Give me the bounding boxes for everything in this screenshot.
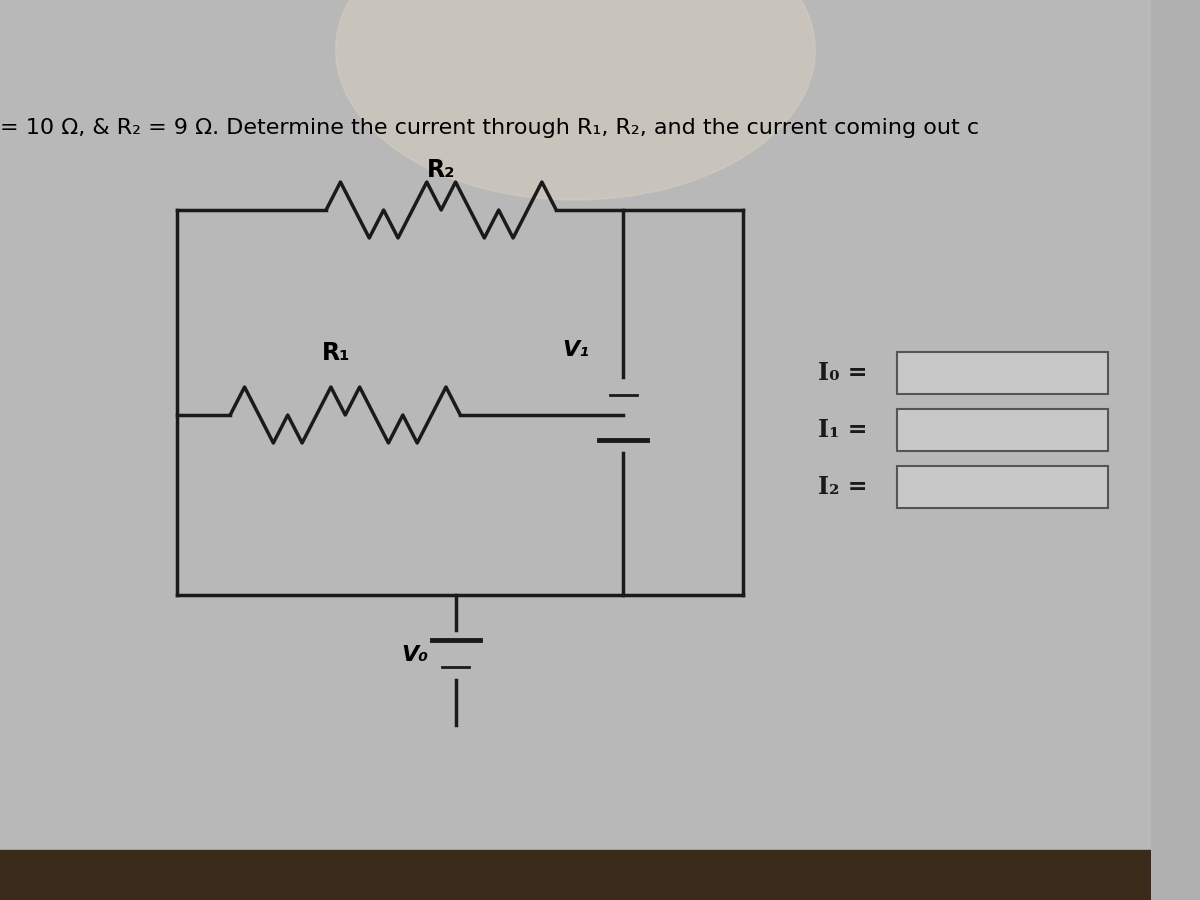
Text: = 10 Ω, & R₂ = 9 Ω. Determine the current through R₁, R₂, and the current coming: = 10 Ω, & R₂ = 9 Ω. Determine the curren…	[0, 118, 979, 138]
Bar	[896, 409, 1108, 451]
Text: R₂: R₂	[427, 158, 456, 182]
Text: I₀ =: I₀ =	[818, 361, 868, 385]
Text: I₂ =: I₂ =	[818, 475, 868, 499]
Bar	[896, 466, 1108, 508]
Bar	[0, 850, 1151, 900]
Text: V₀: V₀	[402, 645, 428, 665]
Text: R₁: R₁	[322, 341, 350, 365]
Bar	[896, 352, 1108, 394]
Text: I₁ =: I₁ =	[818, 418, 868, 442]
Text: V₁: V₁	[562, 340, 589, 360]
Ellipse shape	[336, 0, 815, 200]
